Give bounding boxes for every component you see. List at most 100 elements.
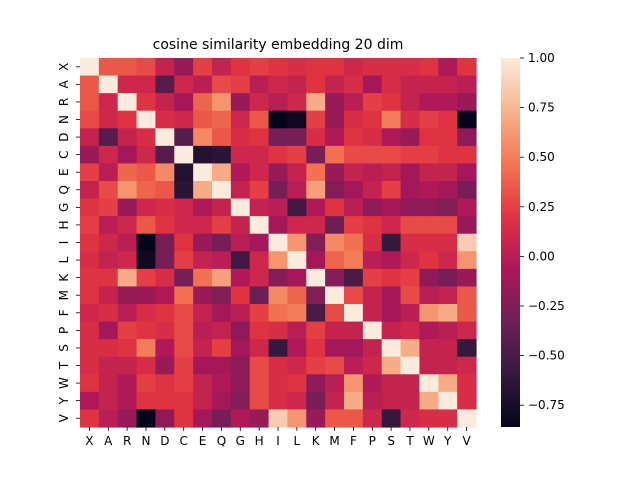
heatmap-cell	[230, 339, 251, 358]
heatmap-cell	[438, 374, 458, 393]
heatmap-cell	[155, 374, 175, 393]
heatmap-cell	[193, 58, 213, 77]
heatmap-cell	[174, 181, 194, 200]
heatmap-cell	[306, 233, 326, 252]
heatmap-cell	[400, 251, 421, 270]
heatmap-cell	[136, 391, 157, 411]
heatmap-cell	[249, 356, 270, 375]
heatmap-cell	[155, 409, 175, 428]
heatmap-cell	[136, 181, 157, 200]
heatmap-cell	[136, 233, 157, 252]
heatmap-cell	[193, 145, 213, 165]
heatmap-cell	[193, 268, 213, 288]
heatmap-cell	[174, 409, 194, 428]
heatmap-cell	[136, 58, 157, 77]
heatmap-cell	[362, 286, 383, 305]
heatmap-cell	[193, 304, 213, 323]
heatmap-cell	[174, 268, 194, 288]
heatmap-cell	[419, 216, 439, 235]
heatmap-cell	[457, 110, 477, 129]
heatmap-cell	[155, 356, 175, 375]
heatmap-cell	[306, 110, 326, 129]
colorbar-tick-label: 0.00	[528, 249, 555, 263]
heatmap-cell	[155, 198, 175, 217]
heatmap-cell	[419, 145, 439, 165]
heatmap-cell	[419, 58, 439, 77]
heatmap-cell	[212, 409, 232, 428]
heatmap-cell	[438, 304, 458, 323]
heatmap-cell	[155, 251, 175, 270]
heatmap-cell	[381, 286, 402, 305]
heatmap-cell	[362, 233, 383, 252]
heatmap-cell	[344, 110, 364, 129]
heatmap-cell	[438, 391, 458, 411]
heatmap-cell	[193, 110, 213, 129]
heatmap-cell	[362, 128, 383, 147]
heatmap-cell	[268, 391, 289, 411]
heatmap-cell	[287, 216, 307, 235]
heatmap-cell	[381, 356, 402, 375]
y-tick-label: G	[57, 203, 71, 212]
heatmap-cell	[174, 374, 194, 393]
heatmap-cell	[419, 391, 439, 411]
heatmap-cell	[268, 321, 289, 340]
x-tick-label: S	[387, 434, 395, 448]
heatmap-cell	[419, 198, 439, 217]
heatmap-cell	[268, 233, 289, 252]
heatmap-cell	[400, 145, 421, 165]
heatmap-cell	[362, 409, 383, 428]
heatmap-cell	[381, 233, 402, 252]
chart-title: cosine similarity embedding 20 dim	[153, 37, 404, 53]
heatmap-cell	[249, 339, 270, 358]
x-tick-label: X	[85, 434, 93, 448]
heatmap-cell	[80, 233, 100, 252]
heatmap-cell	[438, 110, 458, 129]
heatmap-cell	[362, 163, 383, 182]
heatmap-cell	[325, 110, 345, 129]
heatmap-cell	[80, 163, 100, 182]
x-tick-label: L	[294, 434, 301, 448]
heatmap-cell	[362, 391, 383, 411]
heatmap-cell	[419, 163, 439, 182]
heatmap-cell	[306, 339, 326, 358]
heatmap-cell	[174, 145, 194, 165]
heatmap-cell	[155, 216, 175, 235]
heatmap-cell	[438, 356, 458, 375]
x-tick-label: T	[405, 434, 414, 448]
heatmap-cell	[381, 251, 402, 270]
heatmap-cell	[419, 268, 439, 288]
heatmap-cell	[419, 181, 439, 200]
heatmap-cell	[98, 251, 119, 270]
heatmap-cell	[136, 339, 157, 358]
heatmap-cell	[287, 321, 307, 340]
heatmap-cell	[249, 181, 270, 200]
heatmap-cell	[193, 321, 213, 340]
heatmap-cell	[230, 75, 251, 94]
heatmap-cell	[249, 409, 270, 428]
x-tick-label: Y	[443, 434, 452, 448]
x-tick-label: H	[255, 434, 264, 448]
heatmap-cell	[325, 145, 345, 165]
heatmap-cell	[117, 145, 138, 165]
heatmap-cell	[381, 58, 402, 77]
heatmap-cell	[136, 198, 157, 217]
colorbar-tick-label: 0.75	[528, 101, 555, 115]
heatmap-cell	[117, 181, 138, 200]
heatmap-cell	[457, 409, 477, 428]
heatmap-cell	[98, 409, 119, 428]
heatmap-cell	[268, 286, 289, 305]
heatmap-cell	[457, 93, 477, 112]
heatmap-cell	[457, 181, 477, 200]
heatmap-cell	[325, 339, 345, 358]
heatmap-cell	[400, 110, 421, 129]
heatmap-cell	[306, 391, 326, 411]
heatmap-cell	[400, 128, 421, 147]
heatmap-cell	[98, 339, 119, 358]
heatmap-cell	[438, 93, 458, 112]
heatmap-cell	[268, 216, 289, 235]
heatmap-cell	[117, 339, 138, 358]
y-tick-label: N	[57, 115, 71, 124]
heatmap-cell	[80, 304, 100, 323]
heatmap-cell	[438, 268, 458, 288]
heatmap-cell	[249, 110, 270, 129]
